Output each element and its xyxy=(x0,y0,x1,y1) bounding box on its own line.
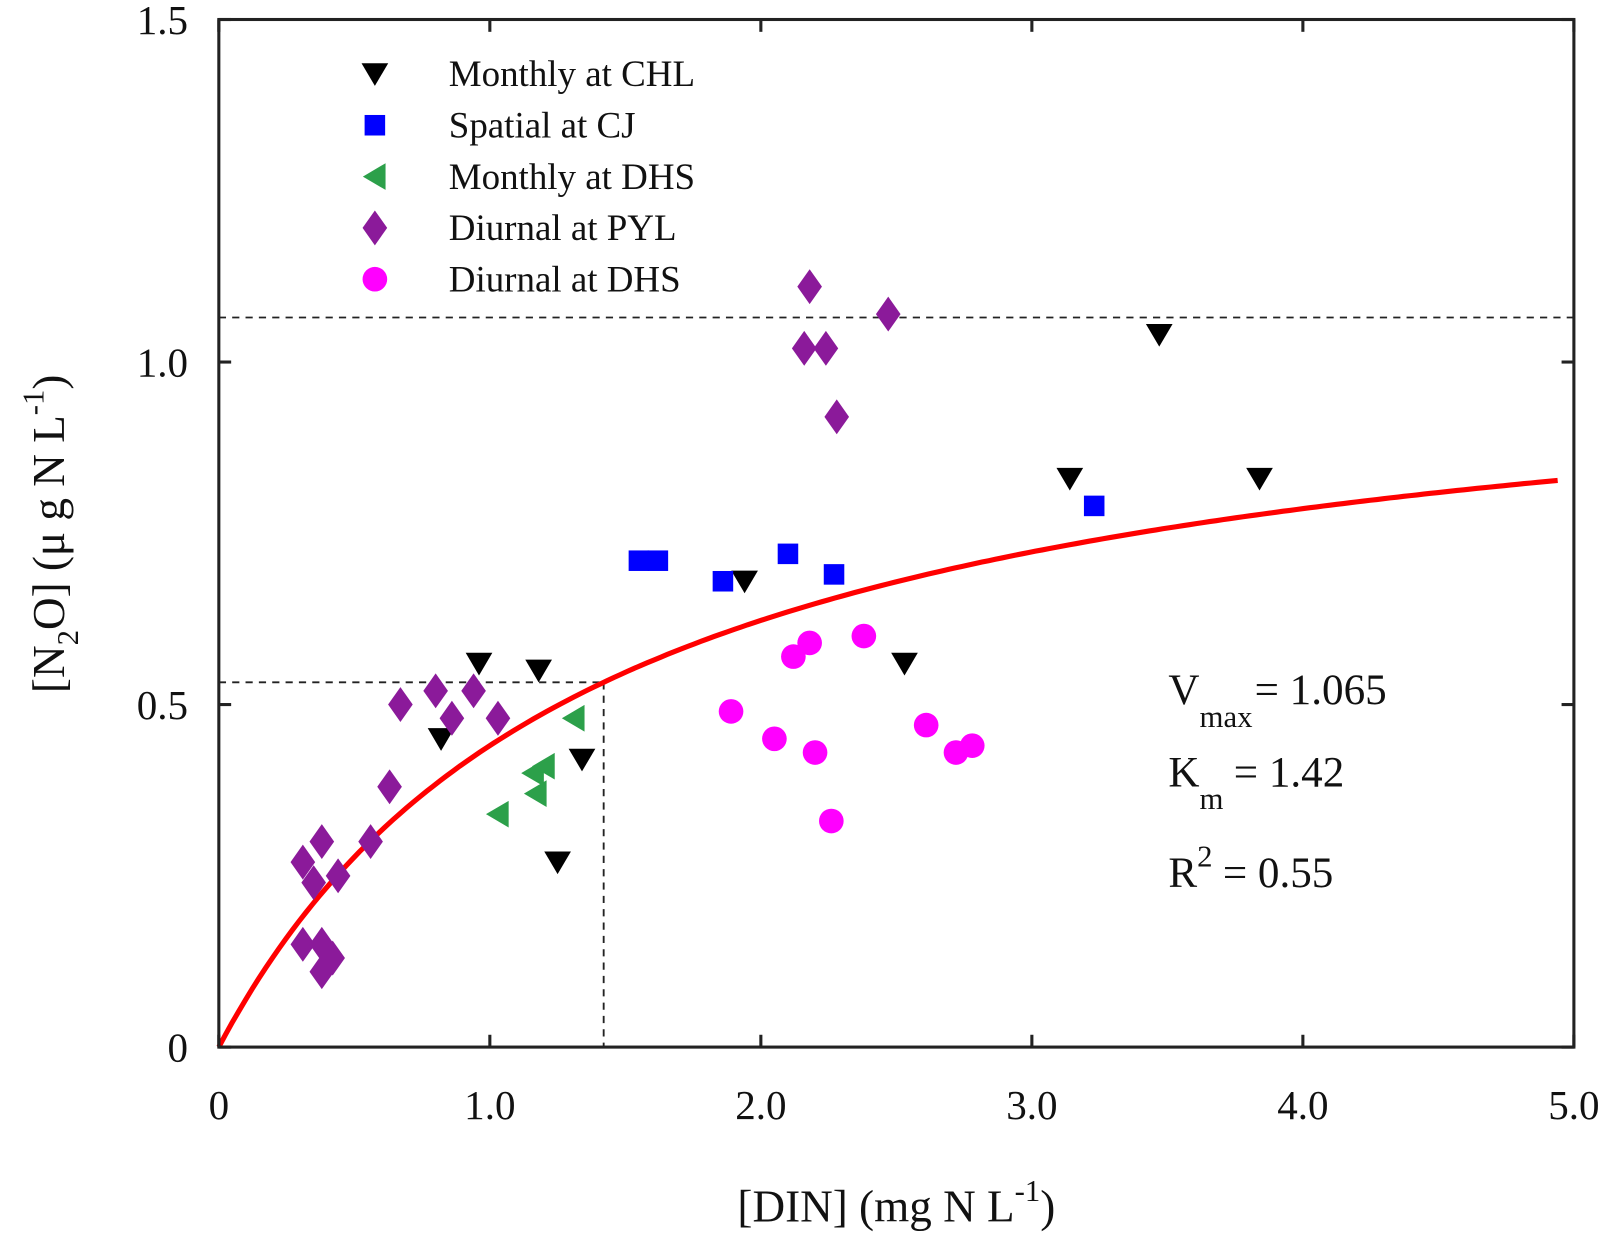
data-point xyxy=(301,865,327,901)
data-point xyxy=(819,808,844,834)
data-point xyxy=(891,652,918,676)
x-tick-label: 5.0 xyxy=(1548,1082,1599,1128)
data-point xyxy=(568,748,596,772)
data-point xyxy=(781,644,806,669)
legend-entry: Monthly at CHL xyxy=(361,53,695,94)
x-tick-label: 3.0 xyxy=(1006,1082,1057,1128)
data-point xyxy=(628,550,650,571)
data-point xyxy=(290,926,316,962)
legend-label: Spatial at CJ xyxy=(449,105,636,146)
data-point xyxy=(532,752,555,780)
y-tick-label: 1.0 xyxy=(137,339,188,385)
legend-label: Monthly at DHS xyxy=(449,156,695,197)
x-axis-label: [DIN] (mg N L-1) xyxy=(737,1174,1055,1232)
legend-entry: Monthly at DHS xyxy=(362,156,695,197)
data-point xyxy=(485,800,509,828)
data-point xyxy=(647,550,669,571)
legend-marker-square xyxy=(364,114,386,136)
y-axis-label: [N2O] (μ g N L-1) xyxy=(16,375,85,694)
data-point xyxy=(943,740,969,765)
data-point xyxy=(851,623,877,649)
data-point xyxy=(824,399,850,435)
y-tick-label: 0 xyxy=(168,1024,189,1070)
data-point xyxy=(525,659,552,683)
data-point xyxy=(791,330,817,366)
data-point xyxy=(544,851,571,875)
series-diurnal-at-dhs xyxy=(718,623,985,834)
x-tick-label: 4.0 xyxy=(1277,1082,1328,1128)
series-monthly-at-chl xyxy=(427,323,1273,875)
series-spatial-at-cj xyxy=(628,495,1105,592)
reference-lines xyxy=(218,316,1574,1048)
data-point xyxy=(797,269,822,305)
annotation-r2: R2 = 0.55 xyxy=(1168,839,1333,897)
data-point xyxy=(712,570,734,592)
x-tick-label: 2.0 xyxy=(735,1082,786,1128)
data-point xyxy=(762,726,787,752)
data-point xyxy=(718,699,744,724)
data-point xyxy=(813,330,839,366)
annotation-km: Km= 1.42 xyxy=(1168,749,1344,816)
legend-marker-triangle-down xyxy=(361,63,389,86)
data-point xyxy=(485,700,511,736)
data-points xyxy=(290,269,1273,990)
data-point xyxy=(1145,323,1173,347)
data-point xyxy=(423,673,448,709)
y-tick-label: 0.5 xyxy=(137,682,188,728)
series-monthly-at-dhs xyxy=(485,704,585,828)
data-point xyxy=(377,769,402,805)
legend-marker-diamond xyxy=(362,210,388,246)
data-point xyxy=(823,564,845,585)
legend-marker-circle xyxy=(362,266,388,292)
legend-entry: Diurnal at PYL xyxy=(362,207,677,248)
y-tick-label: 1.5 xyxy=(137,0,188,43)
legend-marker-triangle-left xyxy=(362,163,386,190)
annotation-vmax: Vmax= 1.065 xyxy=(1168,667,1386,734)
data-point xyxy=(1056,467,1084,491)
fit-curve xyxy=(216,477,1558,1049)
data-point xyxy=(523,780,547,807)
data-point xyxy=(802,740,828,765)
legend-label: Diurnal at PYL xyxy=(449,207,677,248)
data-point xyxy=(309,824,335,860)
legend-entry: Spatial at CJ xyxy=(364,105,636,146)
legend: Monthly at CHL Spatial at CJ Monthly at DH… xyxy=(361,53,695,300)
x-tick-label: 1.0 xyxy=(464,1082,515,1128)
data-point xyxy=(1246,467,1273,491)
plot-frame xyxy=(217,17,1576,1049)
data-point xyxy=(427,728,455,751)
data-point xyxy=(1083,495,1105,517)
data-point xyxy=(290,844,316,880)
series-diurnal-at-pyl xyxy=(290,269,901,990)
axis-ticks: 0 1.0 2.0 3.0 4.0 5.0 0 0.5 1.0 1.5 xyxy=(137,0,1600,1128)
legend-label: Monthly at CHL xyxy=(449,53,695,94)
data-point xyxy=(461,673,486,709)
data-point xyxy=(465,652,493,676)
x-tick-label: 0 xyxy=(209,1082,230,1128)
data-point xyxy=(561,704,585,732)
data-point xyxy=(913,712,939,738)
data-point xyxy=(388,687,413,723)
data-point xyxy=(731,570,758,594)
data-point xyxy=(777,543,799,565)
data-point xyxy=(797,630,822,656)
legend-entry: Diurnal at DHS xyxy=(362,259,681,300)
data-point xyxy=(875,296,901,332)
legend-label: Diurnal at DHS xyxy=(449,259,681,300)
data-point xyxy=(325,858,351,894)
